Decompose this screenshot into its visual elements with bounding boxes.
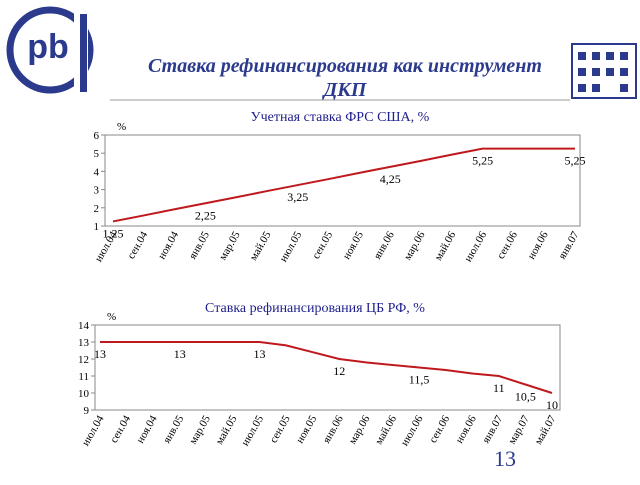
x-tick-label: июл.05 (277, 229, 304, 264)
x-tick-label: май.05 (248, 229, 274, 263)
data-label: 10,5 (515, 390, 536, 404)
x-tick-label: июл.06 (462, 229, 489, 264)
logo-ring (6, 6, 94, 94)
data-label: 13 (94, 347, 106, 361)
x-tick-label: янв.06 (321, 413, 347, 445)
x-tick-label: мар.06 (402, 229, 428, 262)
logo-text: pb (27, 28, 69, 66)
y-axis-label: % (117, 121, 126, 133)
y-tick-label: 9 (84, 405, 90, 417)
y-tick-label: 4 (94, 166, 100, 178)
x-tick-label: сен.05 (310, 229, 335, 261)
x-tick-label: июл.06 (399, 413, 426, 448)
x-tick-label: май.06 (373, 413, 399, 447)
x-tick-label: сен.06 (495, 229, 520, 261)
y-tick-label: 1 (94, 221, 100, 233)
x-tick-label: май.05 (213, 413, 239, 447)
y-tick-label: 12 (78, 354, 89, 366)
data-label: 13 (174, 347, 186, 361)
slide-title: Ставка рефинансирования как инструмент (148, 55, 542, 77)
x-tick-label: ноя.05 (294, 413, 320, 445)
data-label: 3,25 (287, 190, 308, 204)
building-icon (571, 43, 637, 99)
data-label: 5,25 (565, 154, 586, 168)
y-tick-label: 2 (94, 203, 100, 215)
x-tick-label: май.06 (432, 229, 458, 263)
slide-title: ДКП (322, 79, 368, 101)
data-label: 2,25 (195, 208, 216, 222)
x-tick-label: ноя.06 (525, 229, 551, 261)
x-tick-label: июл.05 (239, 413, 266, 448)
x-tick-label: сен.06 (427, 413, 452, 445)
page-number: 13 (494, 446, 516, 471)
building (571, 43, 637, 99)
x-tick-label: май.07 (533, 413, 559, 447)
series-line (100, 341, 553, 394)
x-tick-label: янв.07 (480, 413, 506, 445)
data-label: 11 (493, 381, 505, 395)
y-tick-label: 5 (94, 148, 100, 160)
chart-title: Учетная ставка ФРС США, % (251, 110, 430, 125)
series-line (112, 147, 575, 223)
data-label: 4,25 (380, 172, 401, 186)
logo: pb (6, 6, 94, 95)
y-tick-label: 10 (78, 388, 90, 400)
x-tick-label: ноя.04 (134, 413, 160, 445)
x-tick-label: янв.06 (371, 229, 397, 261)
windows (578, 52, 628, 92)
y-axis-label: % (107, 311, 116, 323)
chart-title: Ставка рефинансирования ЦБ РФ, % (205, 301, 425, 316)
x-tick-label: мар.07 (506, 413, 532, 446)
x-tick-label: сен.04 (125, 229, 150, 261)
x-tick-label: янв.07 (556, 229, 582, 261)
y-tick-label: 3 (94, 185, 100, 197)
x-tick-label: ноя.05 (341, 229, 367, 261)
y-tick-label: 13 (78, 337, 90, 349)
y-tick-label: 14 (78, 320, 90, 332)
x-tick-label: мар.06 (347, 413, 373, 446)
x-tick-label: июл.04 (80, 413, 107, 448)
x-tick-label: ноя.06 (453, 413, 479, 445)
data-label: 13 (254, 347, 266, 361)
logo-bar (80, 14, 87, 92)
data-label: 10 (546, 398, 558, 412)
x-tick-label: ноя.04 (156, 229, 182, 261)
x-tick-label: мар.05 (187, 413, 213, 446)
data-label: 1,25 (103, 226, 124, 240)
y-tick-label: 6 (94, 130, 100, 142)
x-tick-label: сен.05 (268, 413, 293, 445)
x-tick-label: мар.05 (217, 229, 243, 262)
y-tick-label: 11 (78, 371, 89, 383)
x-tick-label: янв.05 (161, 413, 187, 445)
x-tick-label: янв.05 (187, 229, 213, 261)
data-label: 12 (333, 364, 345, 378)
plot-frame (104, 134, 581, 227)
data-label: 5,25 (472, 154, 493, 168)
data-label: 11,5 (409, 373, 430, 387)
plot-frame (94, 324, 561, 411)
x-tick-label: сен.04 (108, 413, 133, 445)
